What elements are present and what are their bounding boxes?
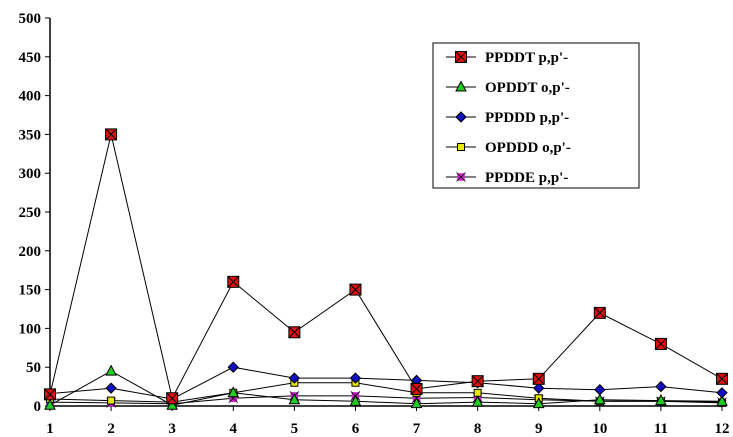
data-point-series-0 [593, 306, 606, 319]
legend-marker [455, 51, 467, 63]
x-tick-label: 6 [352, 421, 360, 437]
y-tick-label: 200 [19, 244, 42, 260]
data-point-series-0 [288, 326, 301, 339]
legend-label: PPDDT p,p'- [485, 50, 568, 66]
series-line-2 [49, 366, 723, 400]
data-point-series-1 [471, 395, 484, 407]
legend-marker [455, 111, 467, 123]
x-tick-label: 9 [535, 421, 543, 437]
x-tick-label: 7 [413, 421, 421, 437]
legend-item: OPDDD o,p'- [446, 140, 571, 156]
data-point-series-0 [227, 275, 240, 288]
legend: PPDDT p,p'- OPDDT o,p'- PPDDD p,p'- OPDDD o… [432, 42, 640, 189]
series-lines [49, 134, 723, 406]
data-point-series-0 [166, 392, 179, 405]
data-point-series-1 [410, 397, 423, 409]
legend-box [432, 42, 640, 189]
legend-item: PPDDE p,p'- [446, 170, 568, 186]
data-point-series-0 [349, 283, 362, 296]
x-tick-label: 4 [230, 421, 238, 437]
legend-marker [457, 143, 465, 151]
data-point-series-2 [227, 361, 239, 373]
x-tick-label: 11 [654, 421, 668, 437]
data-point-series-2 [105, 382, 117, 394]
x-tick-label: 5 [291, 421, 299, 437]
data-point-series-2 [349, 372, 362, 384]
legend-item: OPDDT o,p'- [446, 80, 570, 96]
y-tick-label: 150 [19, 283, 42, 299]
series-markers [44, 128, 728, 410]
data-point-series-2 [533, 382, 545, 394]
data-point-series-0 [44, 388, 56, 401]
data-point-series-1 [716, 394, 728, 406]
legend-label: PPDDE p,p'- [485, 170, 568, 186]
x-tick-label: 1 [46, 421, 54, 437]
series-line-3 [49, 382, 723, 404]
x-tick-label: 3 [168, 421, 176, 437]
data-point-series-1 [44, 398, 56, 410]
data-point-series-1 [532, 397, 545, 409]
y-tick-label: 350 [19, 127, 42, 143]
legend-label: OPDDT o,p'- [485, 80, 570, 96]
data-point-series-1 [593, 393, 606, 405]
y-tick-label: 400 [19, 89, 42, 105]
data-point-series-2 [594, 383, 606, 396]
legend-label: OPDDD o,p'- [485, 140, 571, 156]
data-point-series-1 [655, 393, 667, 406]
data-point-series-1 [288, 393, 301, 405]
data-point-series-2 [716, 387, 728, 399]
legend-marker [455, 80, 467, 92]
data-point-series-1 [349, 394, 362, 406]
data-point-series-0 [105, 128, 118, 141]
y-tick-label: 450 [19, 50, 42, 66]
legend-item: PPDDT p,p'- [446, 50, 568, 66]
legend-label: PPDDD p,p'- [485, 110, 569, 126]
data-point-series-0 [716, 372, 728, 385]
x-tick-label: 8 [474, 421, 482, 437]
x-tick-label: 10 [592, 421, 607, 437]
y-tick-label: 500 [19, 11, 42, 27]
series-line-1 [49, 370, 723, 406]
data-point-series-2 [288, 372, 301, 384]
data-point-series-1 [105, 364, 117, 376]
y-tick-label: 50 [26, 360, 41, 376]
x-tick-label: 2 [107, 421, 115, 437]
data-point-series-0 [471, 375, 484, 388]
y-tick-label: 0 [34, 399, 42, 415]
x-tick-label: 12 [715, 421, 730, 437]
y-tick-label: 250 [19, 205, 42, 221]
data-point-series-0 [532, 372, 545, 385]
legend-marker [456, 172, 466, 182]
data-point-series-2 [655, 380, 667, 393]
legend-item: PPDDD p,p'- [446, 110, 569, 126]
data-point-series-0 [654, 337, 667, 350]
data-point-series-0 [410, 382, 423, 395]
data-point-series-3 [473, 388, 482, 397]
y-tick-label: 300 [19, 166, 42, 182]
y-tick-label: 100 [19, 321, 42, 337]
series-line-0 [49, 134, 723, 400]
data-point-series-1 [227, 386, 240, 398]
data-point-series-3 [107, 396, 116, 405]
